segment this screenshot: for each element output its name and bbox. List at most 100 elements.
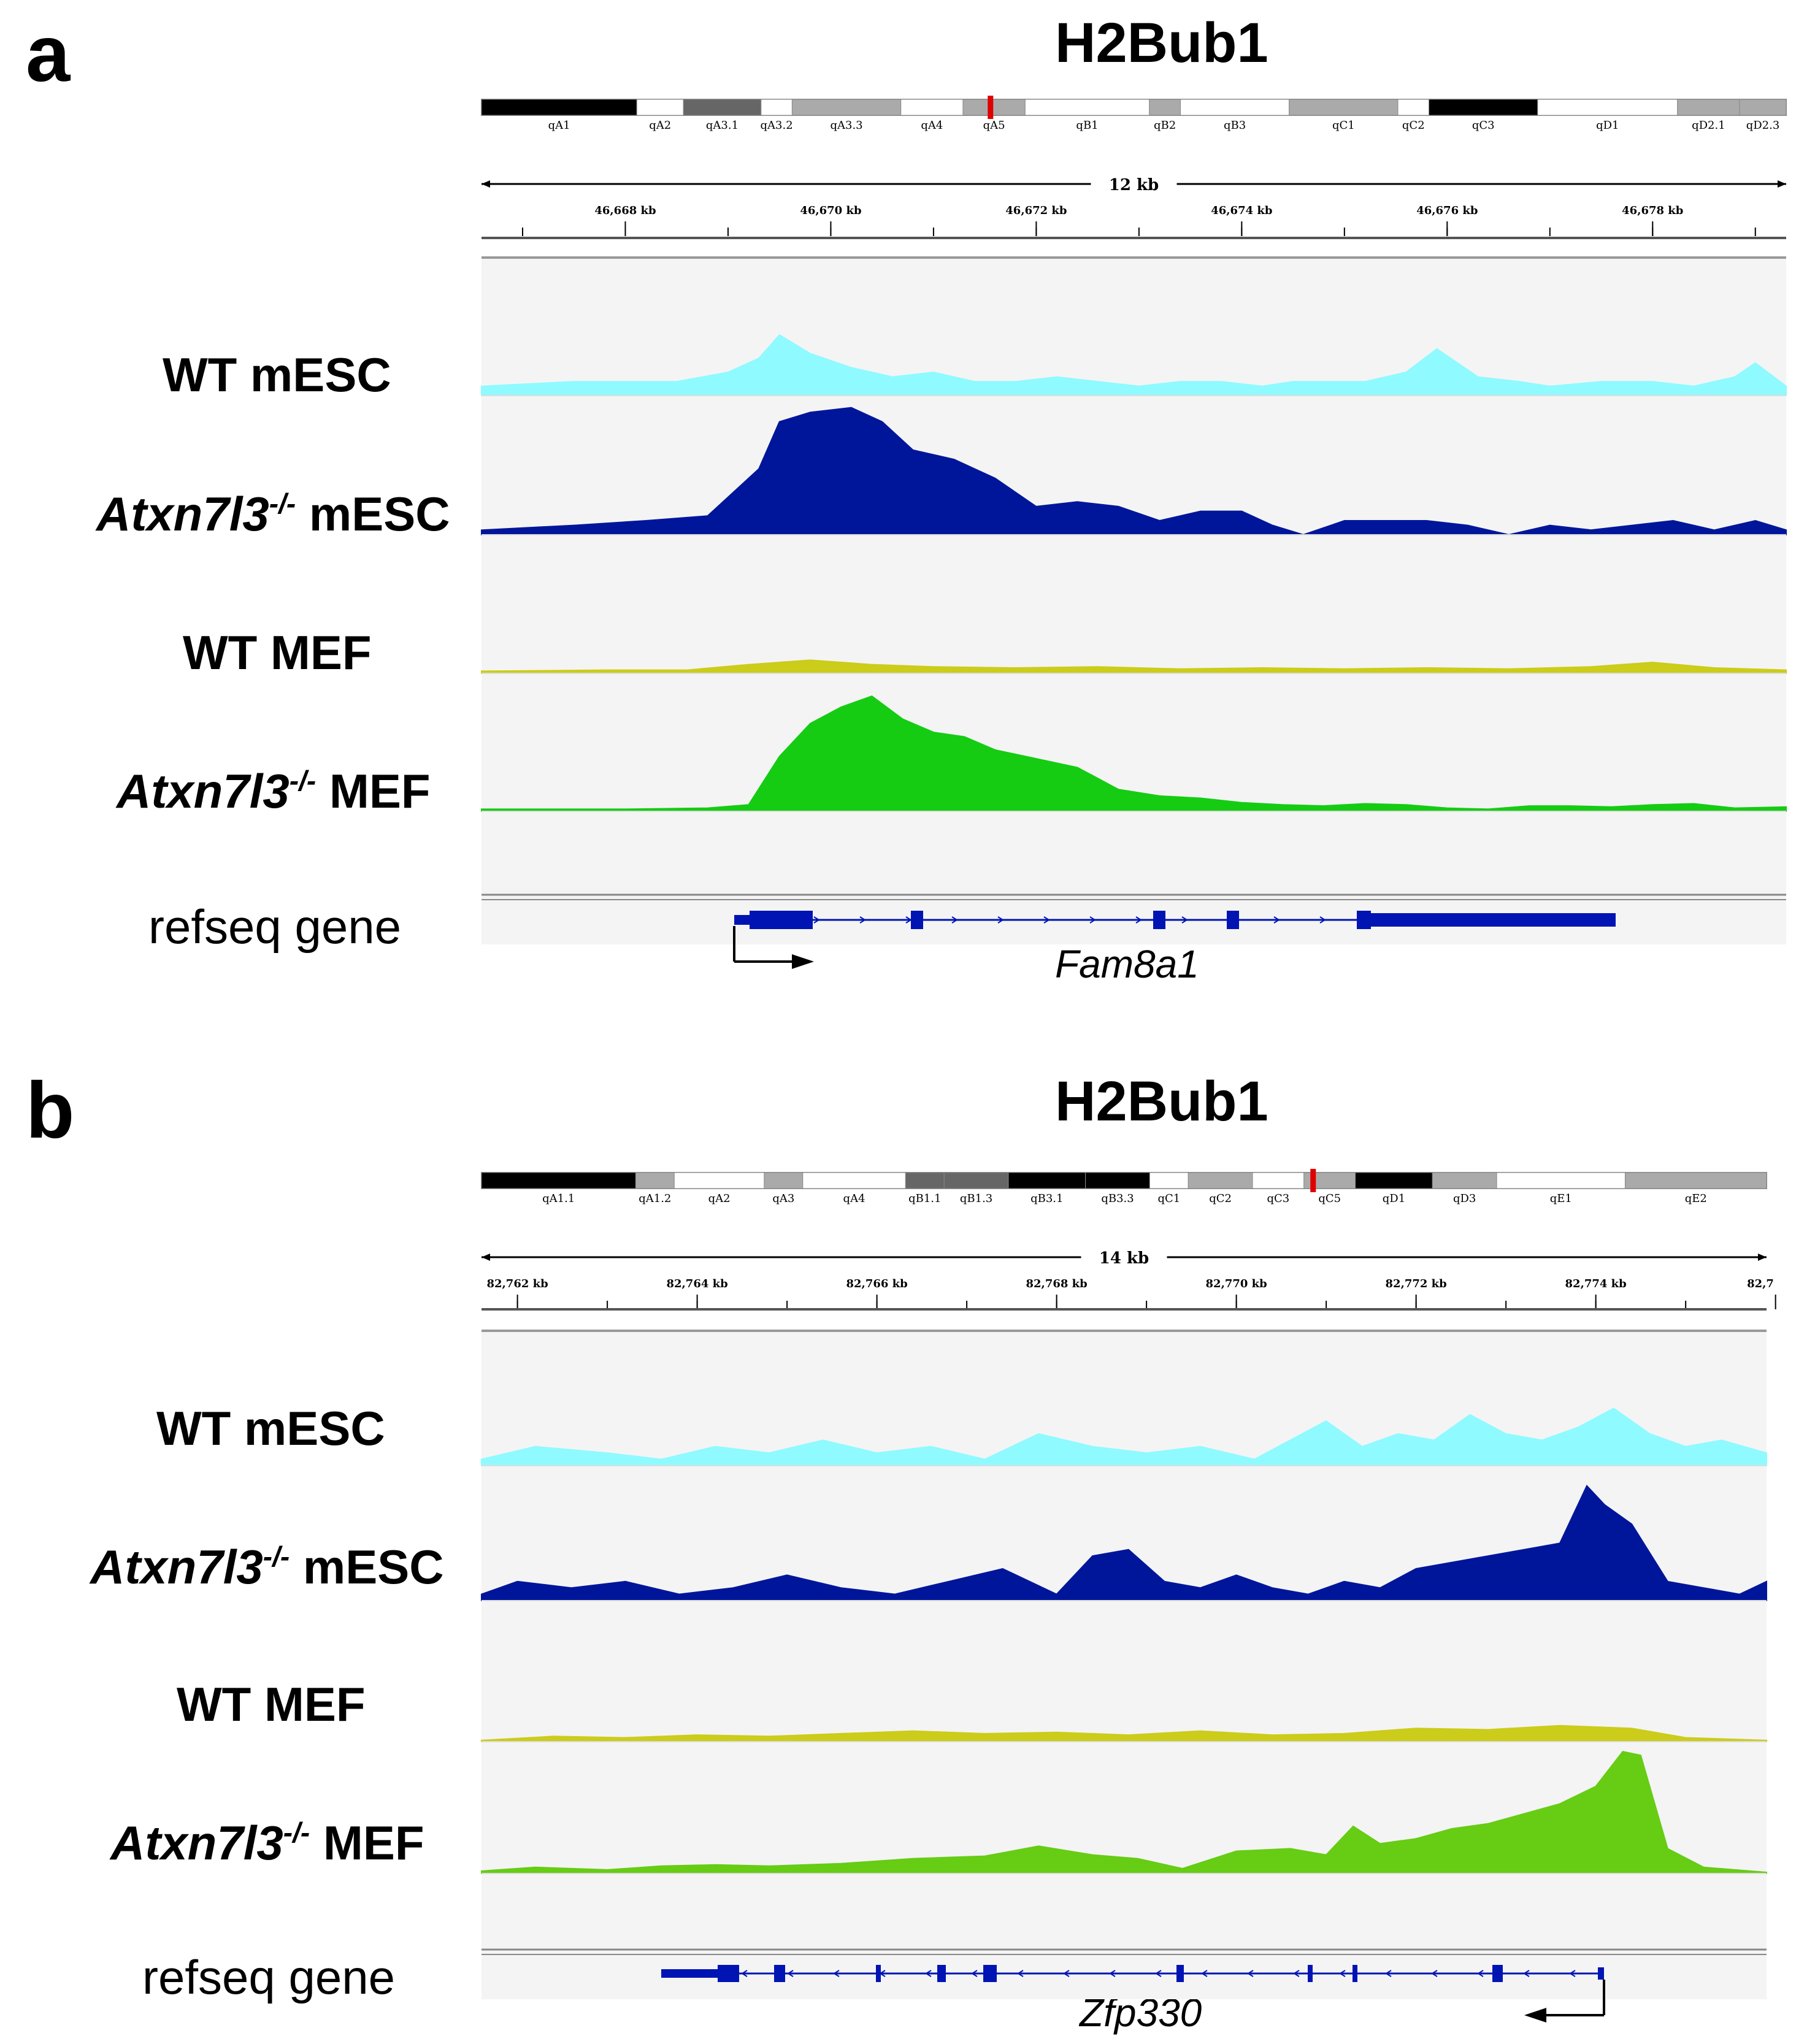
panel-b-ideogram-band (1625, 1172, 1767, 1189)
panel-a-ideogram-band (1149, 99, 1181, 116)
panel-b-track-1-area (481, 1485, 1767, 1601)
panel-b-refseq-label: refseq gene (142, 1950, 395, 2004)
panel-a-gene-strand-chevron (1549, 916, 1556, 924)
panel-a-band-label: qD1 (1596, 119, 1619, 132)
panel-a-gene-exon (911, 911, 923, 929)
panel-b-label-wt-mesc: WT mESC (156, 1401, 385, 1455)
panel-a-ideogram-band (791, 99, 902, 116)
panel-b-ruler-tick-label: 82,764 kb (666, 1277, 727, 1290)
panel-b-gene-strand-chevron (1155, 1970, 1162, 1977)
panel-b-ideogram-band (764, 1172, 804, 1189)
panel-b-gene-strand-chevron (1477, 1970, 1484, 1977)
panel-b-gene-strand-chevron (971, 1970, 978, 1977)
panel-a-ideogram-band (1537, 99, 1678, 116)
panel-a-band-label: qB1 (1076, 119, 1098, 132)
panel-b-label-wt-mef: WT MEF (177, 1677, 366, 1731)
panel-b-gene-strand-chevron (1339, 1970, 1346, 1977)
panel-b-ideogram-band (1496, 1172, 1626, 1189)
panel-b-ideogram-band (1355, 1172, 1433, 1189)
panel-b-band-label: qA1.2 (639, 1192, 671, 1205)
panel-a-band-label: qA4 (921, 119, 943, 132)
panel-b-band-label: qC1 (1157, 1192, 1180, 1205)
panel-b-gene-strand-chevron (1385, 1970, 1392, 1977)
panel-b-tss-arrow-head (1524, 2008, 1546, 2023)
panel-a-span-arrow-right (1778, 180, 1786, 188)
panel-a-ideogram-band (1024, 99, 1150, 116)
panel-a-ruler-tick-label: 46,676 kb (1416, 204, 1478, 217)
panel-b-ideogram-band (943, 1172, 1009, 1189)
panel-b-track-3-area (481, 1750, 1767, 1874)
panel-b-ideogram-band (673, 1172, 765, 1189)
panel-a-ruler-tick-label: 46,678 kb (1622, 204, 1683, 217)
panel-b-band-label: qB3.1 (1030, 1192, 1063, 1205)
panel-a-gene-name: Fam8a1 (1055, 942, 1199, 986)
panel-b-ideogram-band (1252, 1172, 1305, 1189)
panel-b-gene-exon (718, 1965, 739, 1982)
panel-b-span-label: 14 kb (1099, 1249, 1149, 1268)
panel-b-gene-strand-chevron (695, 1970, 702, 1977)
panel-b-band-label: qC5 (1318, 1192, 1341, 1205)
panel-a-ideogram-band (1739, 99, 1787, 116)
panel-a-band-label: qB2 (1154, 119, 1176, 132)
panel-b-gene-exon (1353, 1965, 1357, 1982)
panel-b-gene-exon (876, 1965, 881, 1982)
panel-a-gene-strand-chevron (767, 916, 774, 924)
panel-a-band-label: qA3.2 (761, 119, 793, 132)
panel-b-gene-exon (661, 1969, 718, 1978)
panel-a-ruler-baseline (482, 237, 1786, 239)
panel-a-track-0-area (481, 334, 1787, 396)
panel-b-band-label: qA3 (772, 1192, 794, 1205)
panel-a-ideogram-band (1677, 99, 1740, 116)
panel-a-track-bg (482, 258, 1786, 944)
panel-a-gene-strand-chevron (1411, 916, 1418, 924)
panel-b-band-label: qD1 (1383, 1192, 1405, 1205)
panel-a-title: H2Bub1 (1055, 12, 1268, 74)
panel-b-letter: b (26, 1065, 75, 1155)
panel-a-gene-strand-chevron (1043, 916, 1050, 924)
panel-a-ideogram-band (761, 99, 792, 116)
panel-a-ruler-tick-label: 46,670 kb (800, 204, 861, 217)
panel-b-gene-strand-chevron (1017, 1970, 1024, 1977)
panel-b-ideogram-marker (1310, 1169, 1316, 1192)
panel-b-gene-strand-chevron (1109, 1970, 1116, 1977)
panel-b-ideogram-band (1008, 1172, 1086, 1189)
panel-a-gene-exon (1357, 911, 1371, 929)
panel-a-span-arrow-left (482, 180, 490, 188)
panel-b-ideogram-band (1432, 1172, 1497, 1189)
panel-a-track-2-area (481, 659, 1787, 674)
panel-b-span-arrow-right (1758, 1254, 1767, 1261)
panel-a-gene-strand-chevron (1457, 916, 1464, 924)
panel-a-gene-strand-chevron (813, 916, 820, 924)
panel-b-gene-exon (1308, 1965, 1313, 1982)
panel-b-ruler-tick-label: 82,770 kb (1206, 1277, 1267, 1290)
panel-a-gene-strand-chevron (1595, 916, 1602, 924)
panel-a-ruler-tick-label: 46,674 kb (1211, 204, 1272, 217)
panel-a-band-label: qD2.1 (1692, 119, 1725, 132)
panel-b-gene-strand-chevron (879, 1970, 886, 1977)
panel-a-band-label: qD2.3 (1746, 119, 1780, 132)
panel-b-gene-exon (774, 1965, 785, 1982)
panel-a-gene-strand-chevron (1319, 916, 1326, 924)
panel-b-band-label: qA4 (843, 1192, 865, 1205)
panel-b-gene-exon (983, 1965, 997, 1982)
panel-b-gene-strand-chevron (1523, 1970, 1530, 1977)
panel-b-ideogram-band (905, 1172, 945, 1189)
panel-a-band-label: qB3 (1224, 119, 1246, 132)
panel-b-gene-strand-chevron (1063, 1970, 1070, 1977)
panel-b-ruler-tick-label: 82,768 kb (1026, 1277, 1088, 1290)
panel-b-gene-exon (1176, 1965, 1184, 1982)
panel-b-ideogram-band (802, 1172, 906, 1189)
panel-b-ruler-baseline (482, 1308, 1767, 1311)
panel-a-label-wt-mesc: WT mESC (163, 348, 391, 402)
panel-a-gene-strand-chevron (859, 916, 866, 924)
panel-b-band-label: qC3 (1267, 1192, 1290, 1205)
panel-a-gene-strand-chevron (1365, 916, 1372, 924)
panel-a-tss-arrow-head (792, 954, 814, 969)
panel-b-band-label: qE1 (1550, 1192, 1572, 1205)
panel-a-ruler-tick-label: 46,668 kb (594, 204, 656, 217)
panel-a-letter: a (26, 9, 71, 98)
panel-b-ruler-tick-label: 82,772 kb (1386, 1277, 1447, 1290)
panel-b-gene-strand-chevron (1431, 1970, 1438, 1977)
panel-a-band-label: qA1 (548, 119, 570, 132)
